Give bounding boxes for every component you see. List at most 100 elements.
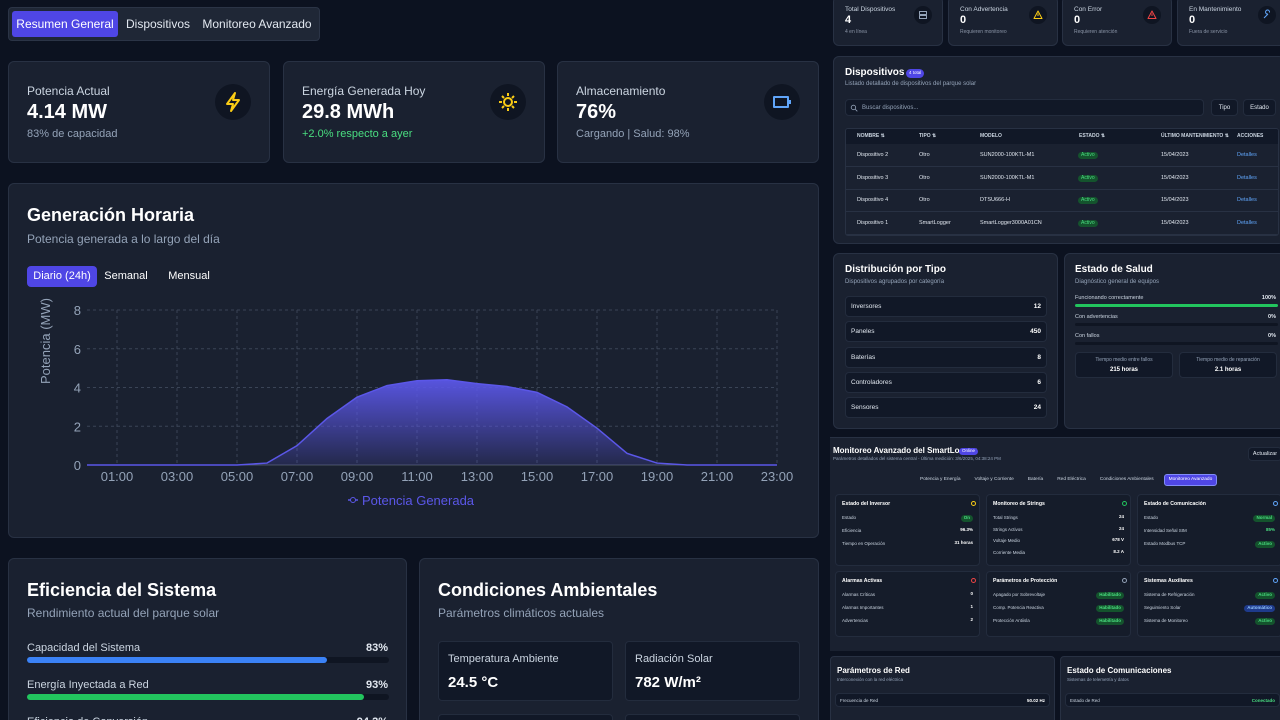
health-stat: Tiempo medio de reparación 2.1 horas: [1179, 352, 1277, 378]
card-title: Dispositivos: [845, 67, 905, 78]
nav-tab-label: Resumen General: [16, 17, 114, 31]
column-header: ÚLTIMO MANTENIMIENTO ⇅: [1161, 133, 1229, 139]
filter-button[interactable]: Estado: [1243, 99, 1276, 116]
param-row: Frecuencia de Red 50.02 Hz: [835, 693, 1050, 707]
search-box[interactable]: Buscar dispositivos...: [845, 99, 1204, 116]
y-tick-label: 6: [74, 342, 81, 357]
metric-label: Strings Activos: [993, 526, 1023, 532]
metric-value: 93%: [365, 679, 388, 691]
summary-note: 4 en línea: [845, 29, 867, 35]
progress-track: [27, 657, 389, 663]
card-subtitle: Dispositivos agrupados por categoría: [845, 279, 945, 285]
period-tab[interactable]: Mensual: [159, 266, 219, 287]
sub-tab[interactable]: Monitoreo Avanzado: [1163, 473, 1218, 487]
refresh-button[interactable]: Actualizar: [1248, 447, 1280, 461]
summary-note: Fuera de servicio: [1189, 29, 1228, 35]
metric-panel: Monitoreo de Strings Total Strings 24 Strin…: [986, 494, 1131, 566]
section-subtitle: Parámetros detallados del sistema centra…: [833, 456, 1001, 461]
status-pill: Activo: [1078, 174, 1098, 182]
x-tick-label: 21:00: [701, 469, 734, 484]
stat-value: 76%: [576, 101, 617, 123]
sub-tab[interactable]: Potencia y Energía: [920, 476, 961, 482]
category-label: Controladores: [851, 378, 892, 386]
search-icon: [850, 104, 857, 111]
tab-row: Potencia y Energía Voltaje y Corriente Bat…: [916, 473, 1280, 487]
metric-label: Corriente Media: [993, 549, 1026, 555]
nav-tab[interactable]: Dispositivos: [119, 11, 197, 37]
status-pill: Activo: [1078, 219, 1098, 227]
metric-label: Total Strings: [993, 515, 1018, 520]
period-tab[interactable]: Diario (24h): [27, 266, 97, 287]
action-link: Detalles: [1237, 219, 1257, 226]
icon-sun: [503, 97, 513, 107]
icon: [764, 84, 800, 120]
column-header: NOMBRE ⇅: [857, 133, 885, 139]
sub-tab[interactable]: Voltaje y Corriente: [974, 476, 1014, 482]
icon-bg: [215, 84, 251, 120]
metric-value: 8.2 A: [1113, 548, 1124, 554]
icon-battery: [773, 96, 791, 108]
param-label: Frecuencia de Red: [840, 698, 879, 703]
env-box: [438, 714, 613, 720]
param-value: Conectado: [1251, 698, 1275, 703]
x-tick-label: 13:00: [461, 469, 494, 484]
stat-card: Potencia Actual 4.14 MW 83% de capacidad: [8, 61, 270, 163]
filter-button[interactable]: Tipo: [1211, 99, 1238, 116]
action-link: Detalles: [1237, 152, 1257, 158]
category-count: 8: [1037, 353, 1041, 361]
period-tab[interactable]: Semanal: [97, 266, 155, 287]
summary-card: Con Advertencia 0 Requieren monitoreo: [948, 0, 1058, 46]
metric-value: 31 horas: [954, 540, 973, 545]
table-cell: Dispositivo 4: [857, 197, 889, 203]
health-stat-value: 215 horas: [1109, 367, 1139, 373]
metric-label: Seguimiento Solar: [1144, 605, 1181, 610]
table-cell: Otro: [919, 152, 930, 158]
summary-value: 0: [960, 14, 967, 26]
category-count: 6: [1037, 378, 1041, 386]
x-tick-label: 01:00: [101, 469, 134, 484]
card-subtitle: Diagnóstico general de equipos: [1075, 279, 1160, 285]
panel-title: Sistemas Auxiliares: [1144, 578, 1193, 584]
nav-tab[interactable]: Monitoreo Avanzado: [197, 11, 317, 37]
category-row: Sensores 24: [845, 397, 1047, 419]
sub-tab[interactable]: Batería: [1027, 476, 1044, 482]
card-title: Distribución por Tipo: [845, 264, 946, 275]
summary-label: Total Dispositivos: [845, 6, 896, 13]
metric-label: Estado Modbus TCP: [1144, 541, 1186, 546]
sub-tab[interactable]: Condiciones Ambientales: [1099, 476, 1154, 482]
period-label: Semanal: [104, 270, 148, 282]
progress-bar: [1075, 304, 1278, 307]
metric-value: 96.3%: [960, 527, 973, 532]
y-tick-label: 8: [74, 303, 81, 318]
chart-subtitle: Potencia generada a lo largo del día: [27, 232, 220, 246]
panel-icon: [971, 501, 976, 506]
filter-label: Tipo: [1218, 105, 1231, 111]
advanced-section: Monitoreo Avanzado del SmartLogger Online…: [830, 437, 1280, 651]
metric-panel: Parámetros de Protección Apagado por Sobr…: [986, 571, 1131, 637]
panel-icon: [1273, 501, 1278, 506]
nav-tab[interactable]: Resumen General: [12, 11, 118, 37]
env-label: Radiación Solar: [635, 653, 713, 665]
health-value: 0%: [1268, 314, 1276, 320]
table-cell: Dispositivo 2: [857, 152, 889, 158]
table-cell: 15/04/2023: [1161, 152, 1189, 158]
sub-tab[interactable]: Red Eléctrica: [1057, 476, 1086, 482]
panel-title: Monitoreo de Strings: [993, 501, 1045, 507]
metric-label: Estado: [1144, 515, 1159, 520]
category-label: Sensores: [851, 404, 879, 412]
column-header: MODELO: [980, 133, 1002, 139]
icon-warn: [1147, 10, 1157, 19]
metric-label: Estado: [842, 515, 857, 520]
panel-title: Estado del Inversor: [842, 501, 891, 507]
stat-label: Potencia Actual: [27, 84, 110, 98]
icon-wrench: [1263, 9, 1271, 19]
progress-track: [1075, 342, 1278, 345]
metric-value: 85%: [1265, 527, 1275, 532]
category-label: Paneles: [851, 328, 875, 336]
metric-value: 1: [970, 604, 973, 609]
status-pill: Activo: [1255, 541, 1275, 548]
distribution-card: Distribución por Tipo Dispositivos agrupa…: [833, 253, 1058, 429]
refresh-label: Actualizar: [1252, 451, 1278, 457]
env-box: Temperatura Ambiente 24.5 °C: [438, 641, 613, 701]
x-tick-label: 19:00: [641, 469, 674, 484]
